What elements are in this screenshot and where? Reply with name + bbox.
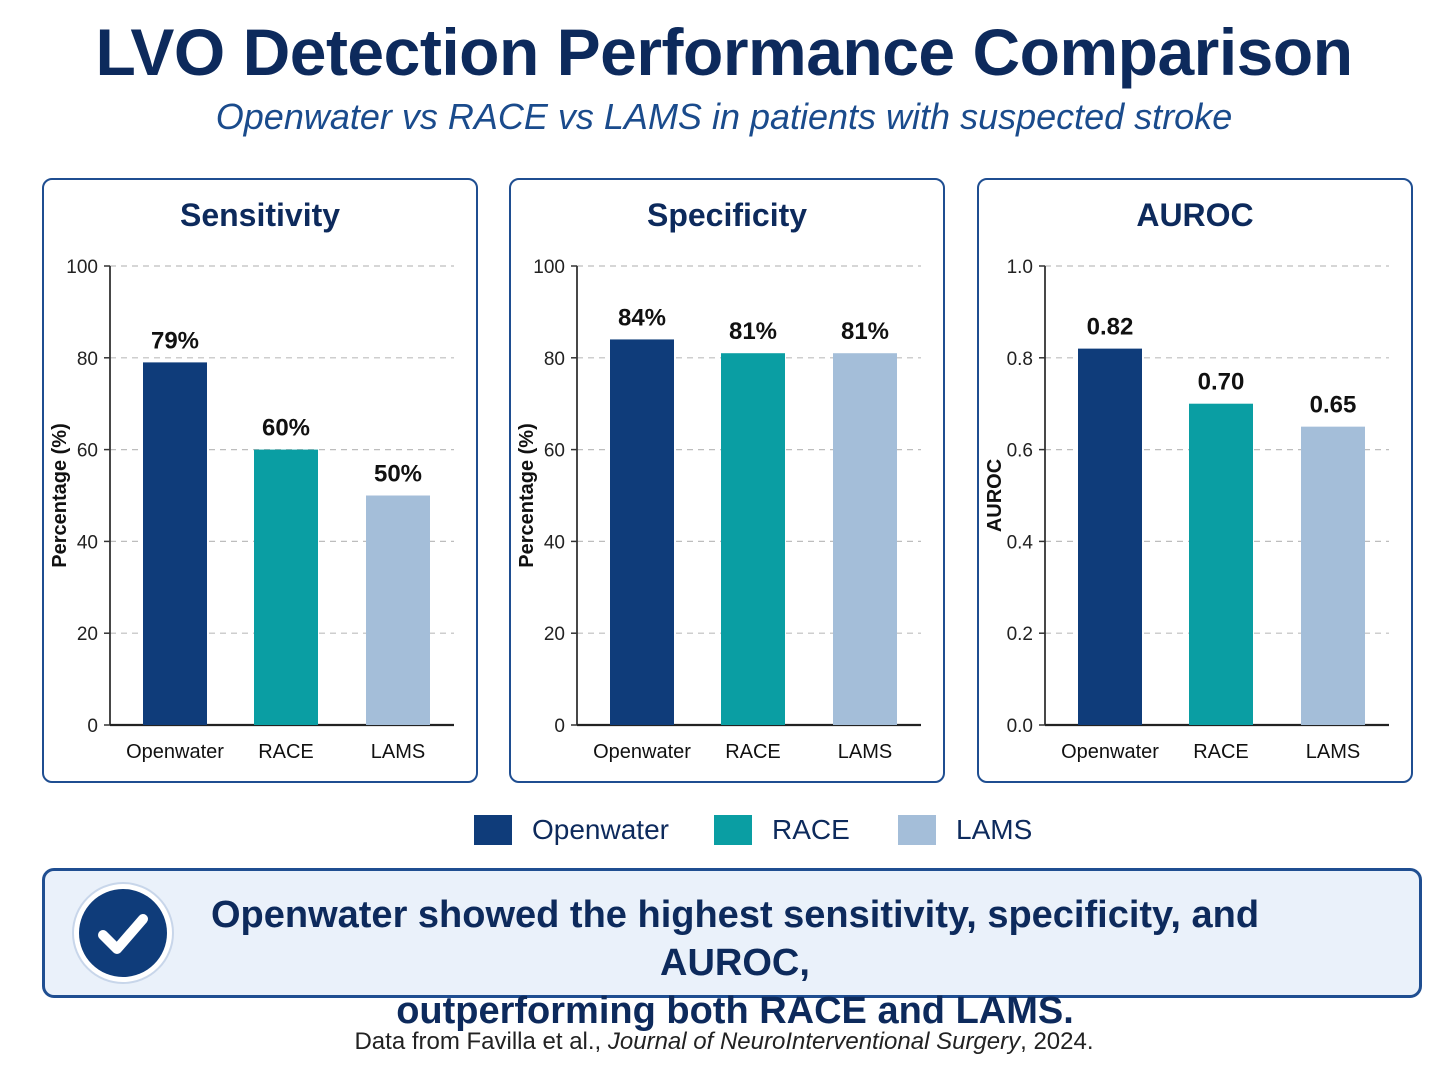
page-subtitle: Openwater vs RACE vs LAMS in patients wi… [215,96,1233,137]
checkmark-icon [79,889,167,977]
y-tick-label: 20 [77,624,98,645]
chart-title: AUROC [1136,197,1253,233]
bar-lams [366,495,430,725]
x-tick-label: Openwater [126,741,224,763]
y-tick-label: 100 [66,257,98,278]
chart-svg: AUROC 0.0 0.2 0.4 0.6 0.8 1.0 AUROC 0.82 Openwate… [984,197,1389,763]
x-tick-label: RACE [725,741,781,763]
y-tick-label: 20 [544,624,565,645]
x-tick-label: Openwater [1061,741,1159,763]
specificity-chart-panel: Specificity 0 20 40 60 80 100 Percentage (%) 84%… [509,178,945,783]
x-tick-label: Openwater [593,741,691,763]
chart-title: Sensitivity [180,197,340,233]
y-tick-label: 60 [77,441,98,462]
key-finding-line-2: outperforming both RACE and LAMS. [396,990,1074,1032]
bar-openwater [610,339,674,725]
sensitivity-chart-panel: Sensitivity 0 20 40 60 80 100 Percentage (%) 79%… [42,178,478,783]
x-tick-label: LAMS [838,741,892,763]
data-label: 81% [841,318,889,345]
data-label: 60% [262,415,310,442]
data-label: 84% [618,304,666,331]
x-tick-label: RACE [1193,741,1249,763]
source-suffix: , 2024. [1020,1028,1094,1055]
source-prefix: Data from Favilla et al., [354,1028,608,1055]
data-label: 0.82 [1087,314,1134,341]
y-axis-label: AUROC [984,459,1006,532]
y-tick-label: 0.4 [1007,532,1034,553]
bar-race [254,449,318,725]
y-tick-label: 0.8 [1007,349,1033,370]
y-tick-label: 0.6 [1007,441,1033,462]
y-tick-label: 80 [77,349,98,370]
key-finding-text: Openwater showed the highest sensitivity… [185,891,1285,1035]
y-tick-label: 1.0 [1007,257,1033,278]
data-label: 0.65 [1310,392,1357,419]
x-tick-label: LAMS [371,741,425,763]
y-tick-label: 0.0 [1007,716,1033,737]
chart-title: Specificity [647,197,807,233]
chart-svg: Sensitivity 0 20 40 60 80 100 Percentage (%) 79%… [49,197,454,763]
bar-race [1189,403,1253,725]
y-tick-label: 0 [554,716,565,737]
bar-race [721,353,785,725]
y-axis-label: Percentage (%) [516,423,538,568]
bar-openwater [143,362,207,725]
x-tick-label: RACE [258,741,314,763]
bar-lams [1301,426,1365,725]
data-label: 0.70 [1198,369,1245,396]
y-tick-label: 80 [544,349,565,370]
data-label: 79% [151,327,199,354]
bar-lams [833,353,897,725]
y-tick-label: 0 [87,716,98,737]
y-tick-label: 40 [544,532,565,553]
chart-legend: Openwater RACE LAMS [0,810,1448,850]
legend-label-race: RACE [772,814,850,845]
x-tick-label: LAMS [1306,741,1360,763]
legend-swatch-openwater [474,815,512,845]
source-journal: Journal of NeuroInterventional Surgery [607,1028,1021,1055]
chart-svg: Specificity 0 20 40 60 80 100 Percentage (%) 84%… [516,197,921,763]
legend-item-race: RACE [714,810,850,850]
legend-label-lams: LAMS [956,814,1033,845]
auroc-chart-panel: AUROC 0.0 0.2 0.4 0.6 0.8 1.0 AUROC 0.82 Openwate… [977,178,1413,783]
key-finding-line-1: Openwater showed the highest sensitivity… [210,894,1260,984]
page-title: LVO Detection Performance Comparison [95,15,1353,89]
legend-item-openwater: Openwater [474,810,669,850]
data-label: 50% [374,461,422,488]
y-tick-label: 60 [544,441,565,462]
key-finding-callout: Openwater showed the highest sensitivity… [42,868,1422,1032]
bar-openwater [1078,348,1142,725]
y-tick-label: 40 [77,532,98,553]
y-tick-label: 0.2 [1007,624,1033,645]
y-tick-label: 100 [533,257,565,278]
source-citation: Data from Favilla et al., Journal of Neu… [0,1028,1448,1056]
legend-swatch-lams [898,815,936,845]
legend-label-openwater: Openwater [532,814,669,845]
legend-swatch-race [714,815,752,845]
data-label: 81% [729,318,777,345]
legend-item-lams: LAMS [898,810,1032,850]
y-axis-label: Percentage (%) [49,423,71,568]
